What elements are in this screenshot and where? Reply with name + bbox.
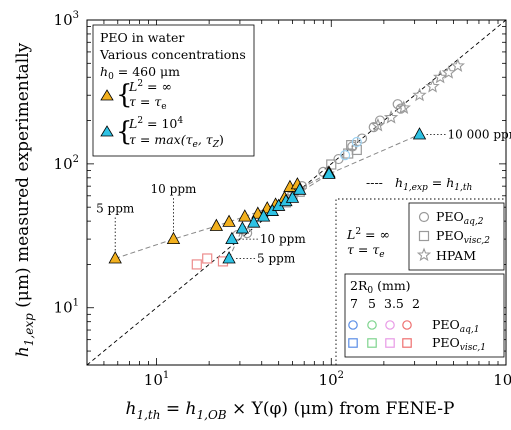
point-star bbox=[450, 58, 465, 72]
legend-g2-cond1: L2 = ∞ bbox=[346, 227, 390, 242]
point-star bbox=[383, 110, 399, 124]
legend-g1-circle bbox=[367, 320, 377, 330]
legend-entry-a-l2: τ = τe bbox=[129, 94, 167, 112]
point-label: 5 ppm bbox=[257, 251, 296, 265]
legend-g1-markers bbox=[348, 320, 412, 348]
legend-g1-size-2: 5 bbox=[368, 296, 376, 311]
legend-g1-square bbox=[348, 338, 358, 348]
point-triangle bbox=[222, 214, 236, 227]
legend-line2: Various concentrations bbox=[99, 47, 246, 62]
point-triangle bbox=[285, 190, 300, 203]
legend-line1: PEO in water bbox=[100, 30, 184, 45]
legend-g1-row-2: PEOvisc,1 bbox=[432, 335, 486, 353]
legend-g1-row-1: PEOaq,1 bbox=[432, 317, 480, 335]
point-triangle bbox=[412, 127, 427, 140]
point-star bbox=[412, 87, 427, 102]
legend-ref-dash: ---- bbox=[366, 175, 383, 190]
legend-g1-size-3: 3.5 bbox=[384, 296, 404, 311]
legend-g1-circle bbox=[385, 320, 395, 330]
legend-g2-marker-circle bbox=[418, 211, 430, 223]
x-tick-label: 101 bbox=[144, 370, 169, 389]
point-triangle bbox=[225, 231, 239, 245]
point-labels: 5 ppm 10 ppm 10 ppm 5 ppm 10 000 ppm bbox=[96, 128, 511, 266]
point-triangle bbox=[322, 166, 336, 179]
legend-g2-entry-3: HPAM bbox=[436, 248, 476, 263]
point-triangle bbox=[222, 251, 236, 264]
legend-entry-b-l1: L2 = 104 bbox=[128, 116, 183, 131]
y-axis-title: h1,exp (μm) measured experimentally bbox=[13, 42, 36, 357]
legend-g1-circle bbox=[402, 320, 412, 330]
point-star bbox=[425, 78, 440, 93]
legend-g1-size-4: 2 bbox=[412, 296, 420, 311]
point-square bbox=[202, 253, 213, 264]
point-triangle bbox=[209, 218, 224, 231]
legend-entry-b-l2: τ = max(τe, τZ) bbox=[129, 132, 224, 150]
legend-group2: L2 = ∞ τ = τe PEOaq,2 PEOvisc,2 HPAM bbox=[346, 202, 505, 271]
legend-h0: h0 = 460 μm bbox=[100, 64, 180, 82]
y-tick-label: 103 bbox=[54, 10, 79, 29]
point-label: 10 ppm bbox=[151, 182, 197, 196]
point-star bbox=[370, 117, 386, 132]
legend-g1-size-1: 7 bbox=[350, 296, 358, 311]
legend-group1: 2R0 (mm) 7 5 3.5 2 PEOaq,1 PEOvisc,1 bbox=[344, 273, 505, 358]
legend-g2-entry-1: PEOaq,2 bbox=[436, 209, 484, 227]
point-label: 10 000 ppm bbox=[448, 128, 511, 142]
legend-brace-a: { bbox=[116, 80, 133, 110]
legend-g1-box bbox=[344, 273, 505, 358]
legend-brace-b: { bbox=[116, 117, 133, 147]
point-circle bbox=[368, 122, 379, 133]
legend-main: PEO in water Various concentrations h0 =… bbox=[92, 24, 255, 157]
point-circle bbox=[356, 133, 368, 144]
point-square bbox=[326, 159, 337, 170]
legend-g2-marker-star bbox=[416, 247, 432, 262]
point-star bbox=[433, 69, 448, 84]
legend-marker-orange-triangle bbox=[100, 89, 114, 101]
point-triangle bbox=[238, 209, 252, 222]
y-tick-label: 102 bbox=[54, 154, 79, 173]
legend-g1-square bbox=[367, 338, 377, 348]
point-triangle bbox=[166, 231, 181, 245]
legend-entry-a-l1: L2 = ∞ bbox=[128, 79, 172, 94]
point-label: 10 ppm bbox=[260, 232, 306, 246]
legend-ref-label: h1,exp = h1,th bbox=[395, 175, 472, 193]
point-label: 5 ppm bbox=[96, 201, 135, 215]
legend-g2-marker-square bbox=[418, 230, 430, 242]
legend-g2-box bbox=[408, 202, 505, 271]
legend-g1-square bbox=[385, 338, 395, 348]
legend-g2-entry-2: PEOvisc,2 bbox=[436, 228, 490, 246]
data-points bbox=[108, 58, 465, 270]
legend-g1-square bbox=[402, 338, 412, 348]
x-tick-label: 102 bbox=[319, 370, 344, 389]
point-triangle bbox=[293, 182, 307, 195]
point-circle bbox=[351, 136, 362, 148]
fit-line bbox=[228, 134, 420, 259]
point-circle bbox=[395, 103, 406, 114]
point-circle bbox=[374, 115, 386, 126]
plot-frame bbox=[86, 19, 507, 366]
legend-main-box bbox=[92, 24, 255, 157]
x-tick-label: 103 bbox=[493, 370, 511, 389]
point-star bbox=[441, 65, 456, 79]
axis-ticks: 101 102 103 101 102 103 bbox=[54, 10, 511, 389]
legend-g1-title: 2R0 (mm) bbox=[350, 278, 411, 296]
legend-marker-cyan-triangle bbox=[100, 125, 114, 137]
legend-g1-circle bbox=[348, 320, 358, 330]
point-circle bbox=[340, 150, 351, 161]
y-tick-label: 101 bbox=[54, 298, 79, 317]
legend-reference: ---- h1,exp = h1,th bbox=[366, 175, 472, 193]
point-star bbox=[396, 100, 411, 114]
point-square bbox=[346, 140, 357, 151]
point-triangle bbox=[247, 215, 261, 228]
legend-g2-cond2: τ = τe bbox=[347, 242, 385, 260]
x-axis-title: h1,th = h1,OB × Y(φ) (μm) from FENE-P bbox=[126, 399, 455, 422]
point-triangle bbox=[108, 251, 122, 264]
point-triangle bbox=[235, 221, 250, 234]
point-square bbox=[191, 259, 202, 270]
